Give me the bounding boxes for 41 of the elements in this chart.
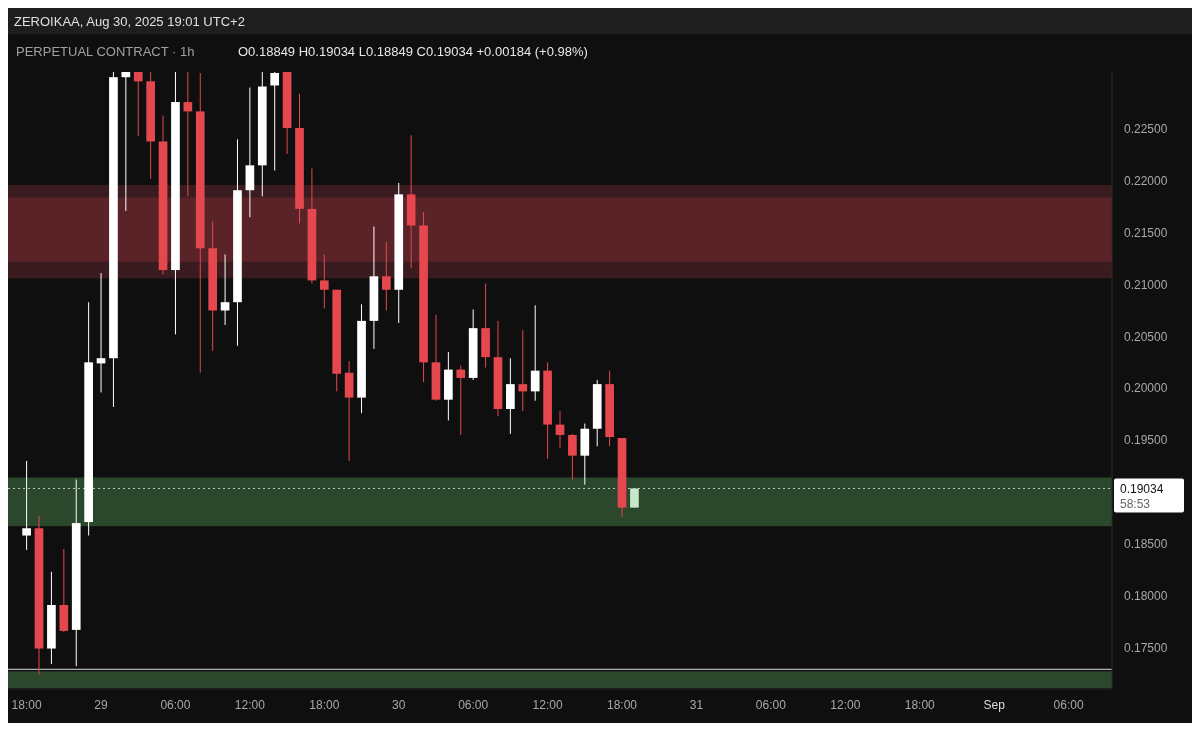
candlestick <box>220 254 230 326</box>
y-tick-label: 0.21000 <box>1124 277 1168 292</box>
text: 58:53 <box>1120 496 1151 511</box>
x-tick-label: 31 <box>689 698 704 712</box>
x-tick-label: 12:00 <box>234 698 266 712</box>
y-tick-label: 0.19500 <box>1124 433 1168 448</box>
candlestick <box>518 329 528 412</box>
y-tick-label: 0.17500 <box>1124 640 1168 655</box>
text: ZEROIKAA, Aug 30, 2025 19:01 UTC+2 <box>14 14 245 29</box>
x-tick-label: 18:00 <box>11 698 42 712</box>
y-tick-label: 0.18500 <box>1124 537 1168 552</box>
y-tick-label: 0.20500 <box>1124 329 1168 344</box>
x-tick-label: 12:00 <box>532 698 563 712</box>
x-tick-label: 29 <box>94 698 109 712</box>
candlestick <box>319 254 329 309</box>
candlestick <box>630 487 639 509</box>
x-tick-label: Sep <box>983 698 1006 712</box>
chart-title: PERPETUAL CONTRACT · 1h <box>16 44 195 59</box>
x-tick-label: 06:00 <box>458 698 489 712</box>
candlestick <box>568 433 577 481</box>
y-tick-label: 0.22000 <box>1124 174 1168 189</box>
candlestick <box>530 304 540 402</box>
y-tick-label: 0.18000 <box>1124 588 1168 603</box>
x-tick-label: 18:00 <box>309 698 340 712</box>
y-tick-label: 0.22500 <box>1124 122 1168 137</box>
candlestick <box>270 72 280 172</box>
x-tick-label: 06:00 <box>1053 698 1084 712</box>
y-tick-label: 0.20000 <box>1124 381 1168 396</box>
candlestick <box>22 460 31 551</box>
x-tick-label: 12:00 <box>830 698 861 712</box>
candlestick <box>133 72 143 137</box>
candlestick <box>456 364 466 436</box>
ref-line-label: 0.19034 <box>1120 481 1164 496</box>
x-tick-label: 06:00 <box>160 698 191 712</box>
x-tick-label: 30 <box>392 698 406 712</box>
x-tick-label: 18:00 <box>904 698 936 712</box>
y-tick-label: 0.21500 <box>1124 225 1168 240</box>
x-tick-label: 06:00 <box>755 698 787 712</box>
x-tick-label: 18:00 <box>607 698 638 712</box>
chart-subtitle: O0.18849 H0.19034 L0.18849 C0.19034 +0.00184 (+0.98%) <box>238 44 588 59</box>
candlestick <box>382 241 391 311</box>
